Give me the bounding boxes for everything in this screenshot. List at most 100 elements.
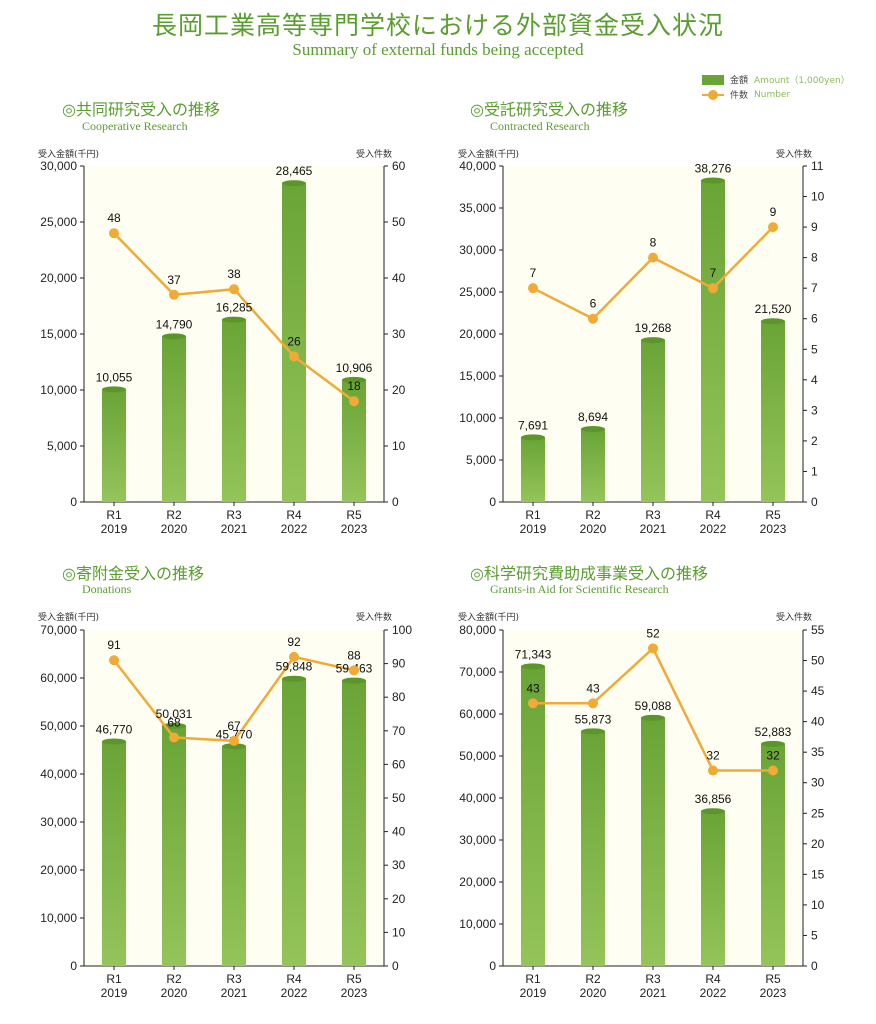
bar-cap [342, 677, 366, 684]
bar-value-label: 59,848 [276, 660, 313, 674]
number-point [169, 289, 179, 300]
x-tick-year-label: 2021 [221, 522, 248, 536]
panel-3-left-axis-caption: 受入金額(千円) [38, 613, 100, 623]
bar-cap [581, 728, 605, 735]
bar-value-label: 38,276 [695, 161, 732, 175]
number-value-label: 18 [347, 379, 361, 393]
panel-2-left-axis-caption: 受入金額(千円) [458, 150, 520, 160]
y-tick-label-right: 0 [811, 495, 818, 509]
x-tick-label: R5 [346, 508, 362, 522]
bar-r4 [701, 180, 725, 502]
panel-3-title: ◎寄附金受入の推移 [62, 564, 204, 583]
number-value-label: 32 [706, 749, 720, 763]
panel-1-right-axis-caption: 受入件数 [356, 150, 393, 160]
x-tick-label: R4 [705, 508, 721, 522]
number-point [528, 698, 538, 709]
chart-donations: 0 10,000 20,000 30,000 40,000 50,000 60,000 70,… [40, 623, 412, 1000]
bar-cap [102, 738, 126, 745]
number-value-label: 52 [646, 626, 660, 640]
y-tick-label-right: 6 [811, 312, 818, 326]
x-tick-year-label: 2021 [640, 522, 667, 536]
y-tick-label-right: 80 [392, 690, 406, 704]
y-tick-label-right: 0 [392, 495, 399, 509]
legend-line-swatch [702, 89, 724, 100]
y-tick-label-right: 100 [392, 623, 412, 637]
page-subtitle: Summary of external funds being accepted [292, 40, 584, 59]
y-tick-label-left: 30,000 [459, 833, 496, 847]
panel-1-subtitle: Cooperative Research [82, 119, 188, 133]
y-tick-label-left: 10,000 [459, 917, 496, 931]
panel-2-subtitle: Contracted Research [490, 119, 590, 133]
y-tick-label-right: 7 [811, 281, 818, 295]
number-value-label: 7 [530, 266, 537, 280]
y-tick-label-left: 10,000 [40, 911, 77, 925]
y-tick-label-right: 30 [811, 776, 825, 790]
y-tick-label-right: 10 [811, 190, 825, 204]
bar-cap [581, 425, 605, 432]
y-tick-label-left: 50,000 [40, 719, 77, 733]
number-value-label: 43 [586, 681, 600, 695]
bar-cap [162, 333, 186, 340]
y-tick-label-right: 15 [811, 867, 825, 881]
bar-value-label: 52,883 [755, 725, 792, 739]
bar-value-label: 59,088 [635, 699, 672, 713]
number-value-label: 26 [287, 334, 301, 348]
x-tick-label: R2 [166, 972, 182, 986]
y-tick-label-right: 2 [811, 434, 818, 448]
number-value-label: 37 [167, 273, 181, 287]
y-tick-label-right: 10 [392, 439, 406, 453]
x-tick-year-label: 2023 [760, 986, 787, 1000]
number-point [169, 732, 179, 743]
number-value-label: 9 [770, 205, 777, 219]
y-tick-label-right: 55 [811, 623, 825, 637]
y-tick-label-right: 20 [811, 837, 825, 851]
x-tick-year-label: 2020 [580, 522, 607, 536]
x-tick-label: R3 [645, 972, 661, 986]
y-tick-label-right: 30 [392, 858, 406, 872]
y-tick-label-left: 30,000 [40, 159, 77, 173]
y-tick-label-right: 90 [392, 657, 406, 671]
bar-r5 [342, 680, 366, 966]
bar-cap [701, 177, 725, 184]
y-tick-label-right: 11 [811, 159, 824, 173]
y-tick-label-left: 70,000 [459, 665, 496, 679]
bar-cap [342, 376, 366, 383]
number-value-label: 43 [526, 681, 540, 695]
panel-2-title: ◎受託研究受入の推移 [470, 100, 628, 119]
number-point [229, 735, 239, 746]
number-value-label: 48 [107, 211, 121, 225]
x-tick-year-label: 2022 [281, 522, 308, 536]
x-tick-label: R1 [525, 508, 541, 522]
y-tick-label-left: 5,000 [47, 439, 77, 453]
y-tick-label-right: 5 [811, 342, 818, 356]
y-tick-label-right: 10 [811, 898, 825, 912]
bar-cap [282, 675, 306, 682]
legend-number-en: Number [754, 89, 791, 100]
y-tick-label-left: 35,000 [459, 201, 496, 215]
bar-r5 [761, 743, 785, 966]
y-tick-label-left: 70,000 [40, 623, 77, 637]
x-tick-label: R3 [226, 972, 242, 986]
bar-cap [282, 180, 306, 187]
x-tick-label: R5 [765, 508, 781, 522]
number-value-label: 91 [107, 638, 121, 652]
y-tick-label-right: 35 [811, 745, 825, 759]
y-tick-label-left: 40,000 [459, 791, 496, 805]
y-tick-label-left: 25,000 [459, 285, 496, 299]
y-tick-label-right: 50 [811, 654, 825, 668]
bar-value-label: 21,520 [755, 302, 792, 316]
x-tick-label: R5 [346, 972, 362, 986]
number-value-label: 7 [710, 266, 717, 280]
y-tick-label-right: 50 [392, 791, 406, 805]
bar-cap [162, 722, 186, 729]
number-value-label: 88 [347, 648, 361, 662]
y-tick-label-right: 60 [392, 159, 406, 173]
number-value-label: 67 [227, 719, 241, 733]
bar-value-label: 28,465 [276, 164, 313, 178]
y-tick-label-left: 40,000 [459, 159, 496, 173]
y-tick-label-right: 25 [811, 806, 825, 820]
y-tick-label-right: 5 [811, 928, 818, 942]
panel-4-title: ◎科学研究費助成事業受入の推移 [470, 564, 708, 583]
bar-r4 [282, 183, 306, 502]
bar-r5 [761, 321, 785, 502]
